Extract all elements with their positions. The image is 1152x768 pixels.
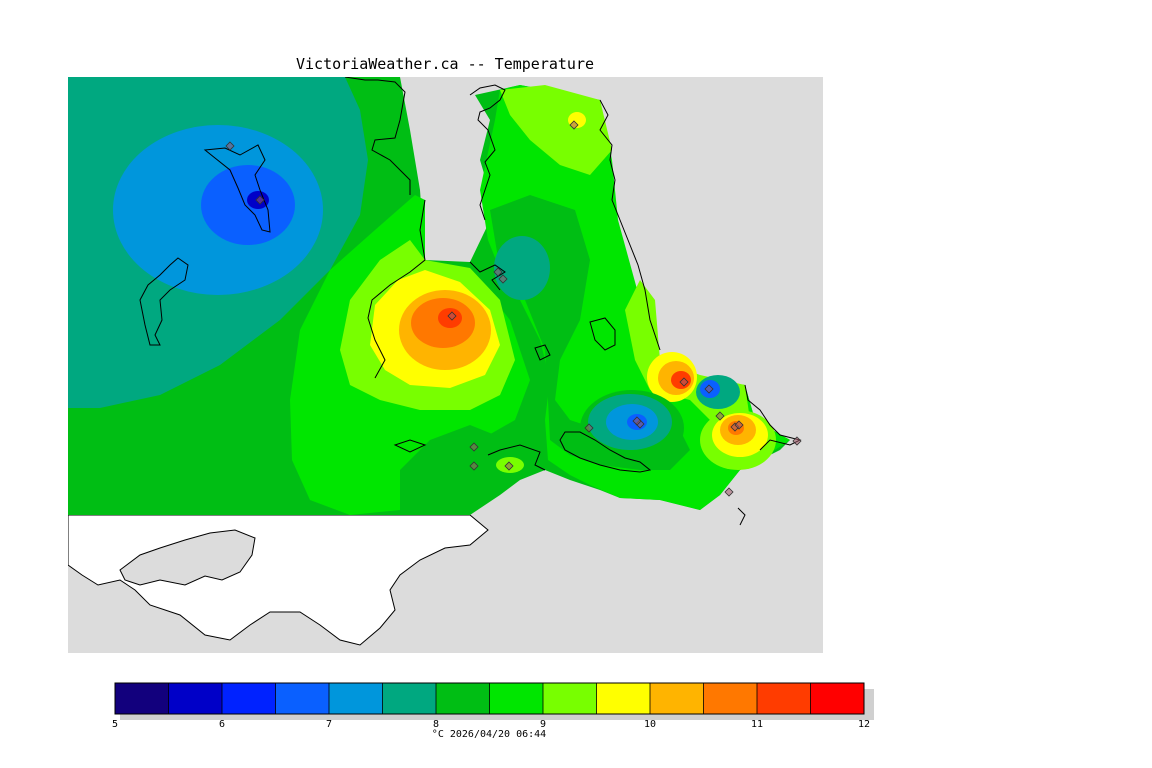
legend-swatch	[329, 683, 383, 714]
legend-swatch	[489, 683, 544, 714]
legend-swatch	[436, 683, 490, 714]
legend-tick-label: 8	[433, 719, 439, 730]
station-marker	[704, 384, 714, 394]
station-marker	[792, 436, 802, 446]
legend-swatch	[275, 683, 330, 714]
station-marker	[569, 120, 579, 130]
station-marker	[724, 487, 734, 497]
map-title: VictoriaWeather.ca -- Temperature	[296, 55, 594, 73]
legend-swatch	[168, 683, 223, 714]
station-marker	[469, 442, 479, 452]
station-marker	[679, 377, 689, 387]
legend-tick-label: 11	[751, 719, 763, 730]
station-marker	[255, 195, 265, 205]
legend-swatch	[382, 683, 437, 714]
legend-swatch	[115, 683, 169, 714]
legend-tick-label: 9	[540, 719, 546, 730]
station-markers	[225, 120, 802, 497]
field-blue-west	[201, 165, 295, 245]
legend-swatch	[543, 683, 597, 714]
field-teal-inlet	[494, 236, 550, 300]
station-marker	[498, 274, 508, 284]
station-marker	[734, 420, 744, 430]
legend-tick-label: 10	[644, 719, 656, 730]
station-marker	[504, 461, 514, 471]
field-lime-north	[500, 85, 612, 175]
legend-tick-label: 6	[219, 719, 225, 730]
legend-swatch	[650, 683, 704, 714]
legend-tick-label: 7	[326, 719, 332, 730]
legend-swatch	[810, 683, 865, 714]
legend-swatch	[596, 683, 651, 714]
station-marker	[493, 267, 503, 277]
station-marker	[469, 461, 479, 471]
legend-tick-label: 12	[858, 719, 870, 730]
legend-swatch	[222, 683, 276, 714]
island-south	[119, 529, 256, 586]
station-marker	[447, 311, 457, 321]
legend-tick-label: 5	[112, 719, 118, 730]
legend-caption: °C 2026/04/20 06:44	[432, 729, 546, 740]
station-marker	[225, 141, 235, 151]
station-marker	[715, 411, 725, 421]
legend-swatch	[757, 683, 811, 714]
coastlines	[139, 77, 802, 526]
legend-swatch	[703, 683, 758, 714]
station-marker	[584, 423, 594, 433]
legend-colorbar	[114, 682, 874, 720]
station-marker	[632, 416, 642, 426]
field-red-east	[671, 371, 691, 389]
legend-ticks: 5 6 7 8 9 10 11 12	[112, 719, 870, 730]
